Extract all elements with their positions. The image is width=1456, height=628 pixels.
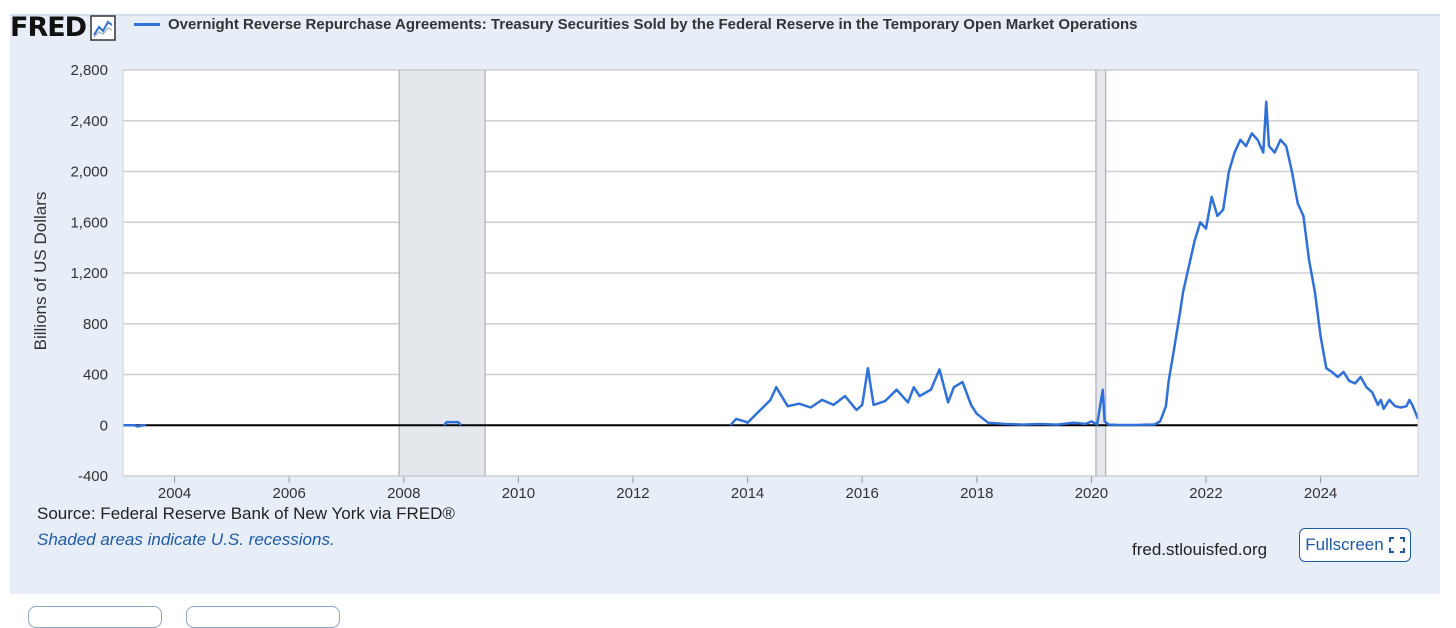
- series-line: [123, 424, 146, 428]
- x-tick-label: 2006: [272, 485, 305, 502]
- y-tick-label: 0: [100, 417, 108, 434]
- x-tick-label: 2018: [960, 485, 993, 502]
- x-tick-label: 2022: [1189, 485, 1222, 502]
- y-tick-label: 1,600: [70, 214, 108, 231]
- fullscreen-label: Fullscreen: [1305, 535, 1384, 554]
- y-axis-label: Billions of US Dollars: [31, 192, 50, 351]
- expand-icon: [1388, 537, 1405, 553]
- y-tick-label: -400: [78, 468, 108, 485]
- y-tick-label: 400: [83, 367, 108, 384]
- fred-logo[interactable]: FRED: [10, 12, 116, 43]
- x-tick-label: 2010: [502, 485, 535, 502]
- plot-border: [122, 69, 1419, 477]
- x-tick-label: 2014: [731, 485, 764, 502]
- x-tick-label: 2012: [616, 485, 649, 502]
- series-line: [442, 420, 463, 427]
- site-link[interactable]: fred.stlouisfed.org: [1132, 540, 1268, 559]
- x-tick-label: 2004: [158, 485, 191, 502]
- recession-shade: [398, 69, 486, 477]
- y-tick-label: 1,200: [70, 265, 108, 282]
- series-title[interactable]: Overnight Reverse Repurchase Agreements:…: [168, 16, 1138, 33]
- x-tick-label: 2024: [1304, 485, 1337, 502]
- series-line: [729, 100, 1420, 427]
- toolbar-button-stub[interactable]: [28, 606, 162, 628]
- x-tick-label: 2008: [387, 485, 420, 502]
- source-text: Source: Federal Reserve Bank of New York…: [37, 504, 455, 523]
- trend-chart-icon: [90, 14, 116, 41]
- chart-legend: Overnight Reverse Repurchase Agreements:…: [134, 16, 1138, 33]
- y-tick-label: 800: [83, 316, 108, 333]
- y-tick-label: 2,400: [70, 113, 108, 130]
- line-chart: -400 0 400 800 1,200 1,600 2,000 2,400 2,800 2004…: [31, 62, 1420, 502]
- legend-swatch: [134, 23, 160, 26]
- x-tick-label: 2016: [845, 485, 878, 502]
- y-tick-label: 2,800: [70, 62, 108, 79]
- fred-logo-text: FRED: [10, 12, 87, 43]
- fullscreen-button[interactable]: Fullscreen: [1299, 528, 1411, 562]
- y-tick-label: 2,000: [70, 164, 108, 181]
- toolbar-button-stub[interactable]: [186, 606, 340, 628]
- recession-note: Shaded areas indicate U.S. recessions.: [37, 530, 335, 549]
- x-tick-label: 2020: [1075, 485, 1108, 502]
